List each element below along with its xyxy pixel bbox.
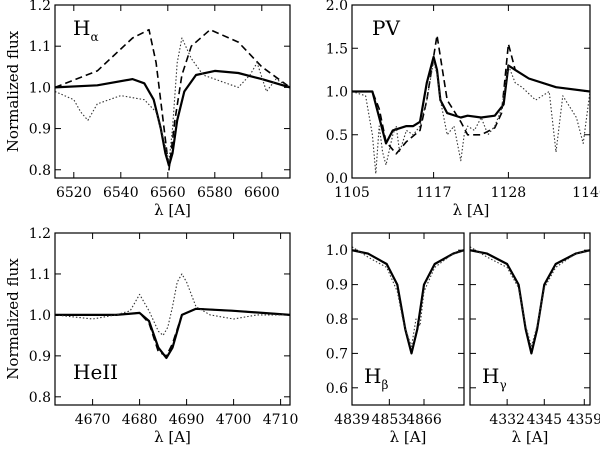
y-tick-label: 0.9: [29, 122, 51, 138]
x-tick-label: 4710: [263, 412, 299, 428]
x-tick-label: 6520: [56, 185, 92, 201]
y-tick-label: 0.9: [29, 349, 51, 365]
y-tick-label: 1.1: [29, 267, 51, 283]
y-tick-label: 1.5: [326, 41, 348, 57]
y-tick-label: 0.0: [326, 171, 348, 187]
series-model-dashed: [470, 249, 590, 355]
y-tick-label: 1.2: [29, 0, 51, 14]
panel-4: 4839 4853 4866 0.6 0.7 0.8 0.9 1.0 λ [A] Hβ: [326, 232, 465, 446]
panel-label: PV: [372, 16, 400, 40]
x-axis-label: λ [A]: [453, 201, 490, 219]
x-tick-label: 4866: [406, 412, 442, 428]
x-tick-label: 4853: [372, 412, 408, 428]
y-tick-label: 1.0: [29, 80, 51, 96]
panel-label: Hγ: [482, 364, 507, 392]
panel-1: 6520 6540 6560 6580 6600 0.8 0.9 1.0 1.1 1.2 λ [A]…: [4, 0, 291, 219]
y-tick-label: 0.5: [326, 128, 348, 144]
panel-label: Hα: [73, 16, 99, 44]
y-axis-label: Normalized flux: [4, 258, 22, 380]
x-tick-label: 6540: [103, 185, 139, 201]
series-model-dashed: [55, 307, 290, 357]
x-tick-label: 4345: [526, 412, 562, 428]
panel-label-subscript: β: [381, 378, 388, 392]
panel-label-subscript: α: [90, 30, 98, 44]
x-axis-label: λ [A]: [154, 201, 191, 219]
panel-label: Hβ: [364, 364, 388, 392]
panel-label-subscript: γ: [499, 378, 506, 392]
x-tick-label: 6580: [197, 185, 233, 201]
y-tick-label: 0.9: [326, 278, 348, 294]
x-tick-label: 4700: [216, 412, 252, 428]
panel-label: HeII: [73, 360, 118, 384]
x-tick-label: 4839: [334, 412, 370, 428]
series-observed-dotted: [352, 60, 590, 175]
y-tick-label: 1.2: [29, 226, 51, 242]
x-axis-label: λ [A]: [512, 428, 549, 446]
x-tick-label: 4359: [566, 412, 600, 428]
series-model-solid: [55, 69, 290, 167]
x-tick-label: 1128: [491, 185, 527, 201]
x-tick-label: 1117: [416, 185, 452, 201]
x-tick-label: 4690: [169, 412, 205, 428]
y-axis-label: Normalized flux: [4, 30, 22, 152]
series-model-dashed: [352, 249, 464, 355]
series-observed-dotted: [55, 273, 290, 336]
y-tick-label: 0.8: [29, 390, 51, 406]
y-tick-label: 0.8: [29, 163, 51, 179]
x-tick-label: 1105: [334, 185, 370, 201]
x-axis-label: λ [A]: [390, 428, 427, 446]
x-tick-label: 6600: [244, 185, 280, 201]
x-axis-label: λ [A]: [154, 428, 191, 446]
y-tick-label: 0.7: [326, 346, 348, 362]
y-tick-label: 2.0: [326, 0, 348, 14]
series-model-solid: [55, 307, 290, 359]
plot-frame: [54, 232, 291, 406]
x-tick-label: 4680: [122, 412, 158, 428]
y-tick-label: 0.8: [326, 312, 348, 328]
series-observed-dotted: [352, 246, 464, 348]
plot-frame: [54, 4, 291, 179]
y-tick-label: 0.6: [326, 381, 348, 397]
series-model-solid: [470, 249, 590, 355]
series-model-dashed: [55, 28, 290, 171]
y-tick-label: 1.1: [29, 39, 51, 55]
series-model-solid: [352, 55, 590, 145]
y-tick-label: 1.0: [29, 308, 51, 324]
y-tick-label: 1.0: [326, 243, 348, 259]
y-tick-label: 1.0: [326, 85, 348, 101]
panel-3: 4670 4680 4690 4700 4710 0.8 0.9 1.0 1.1 1.2 λ [A]…: [4, 226, 298, 446]
x-tick-label: 4670: [75, 412, 111, 428]
x-tick-label: 6560: [150, 185, 186, 201]
x-tick-label: 4332: [489, 412, 525, 428]
series-observed-dotted: [470, 246, 590, 348]
panel-5: 4332 4345 4359 λ [A] Hγ: [469, 232, 600, 446]
series-observed-dotted: [55, 37, 290, 163]
